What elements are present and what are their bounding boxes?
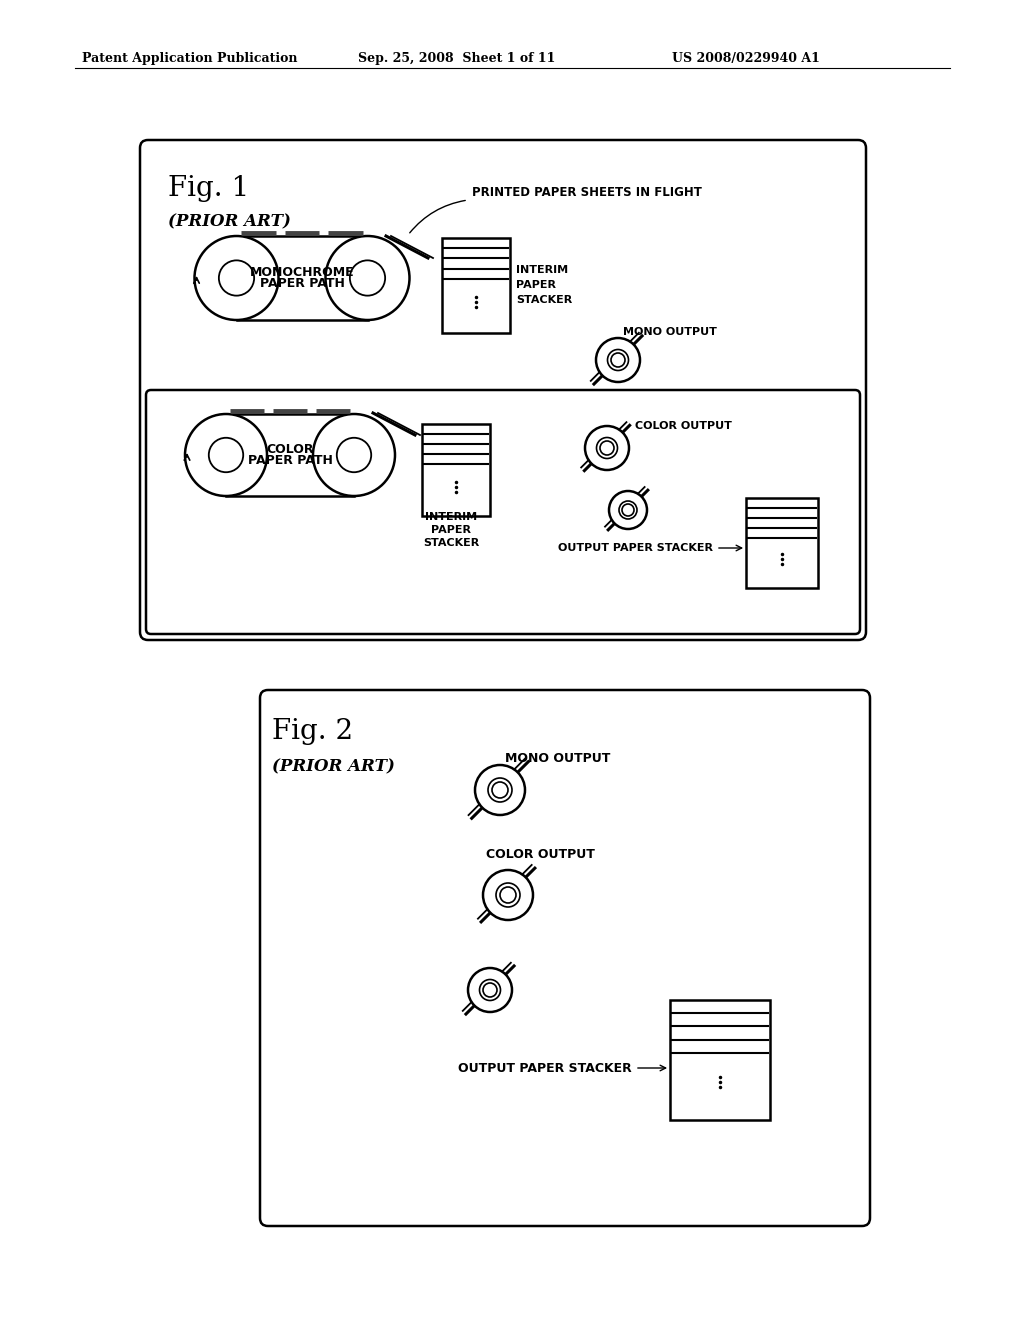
Circle shape <box>585 426 629 470</box>
Circle shape <box>209 438 244 473</box>
Circle shape <box>597 437 617 458</box>
Text: PAPER: PAPER <box>431 525 471 535</box>
Circle shape <box>492 781 508 799</box>
FancyBboxPatch shape <box>146 389 860 634</box>
Text: Fig. 1: Fig. 1 <box>168 176 249 202</box>
Circle shape <box>609 491 647 529</box>
Text: STACKER: STACKER <box>516 294 572 305</box>
Text: US 2008/0229940 A1: US 2008/0229940 A1 <box>672 51 820 65</box>
Circle shape <box>475 766 525 814</box>
Circle shape <box>195 236 279 319</box>
Bar <box>442 238 510 333</box>
Circle shape <box>611 352 625 367</box>
Text: COLOR: COLOR <box>266 444 313 457</box>
Circle shape <box>600 441 614 455</box>
Text: (PRIOR ART): (PRIOR ART) <box>272 758 395 775</box>
Bar <box>670 1001 770 1119</box>
Text: OUTPUT PAPER STACKER: OUTPUT PAPER STACKER <box>558 543 713 553</box>
Circle shape <box>483 983 497 997</box>
Circle shape <box>350 260 385 296</box>
Text: INTERIM: INTERIM <box>516 265 568 275</box>
Circle shape <box>488 777 512 803</box>
Circle shape <box>596 338 640 381</box>
Text: MONOCHROME: MONOCHROME <box>250 267 354 279</box>
Circle shape <box>337 438 372 473</box>
Circle shape <box>618 502 637 519</box>
Text: MONO OUTPUT: MONO OUTPUT <box>505 751 610 764</box>
Text: PAPER PATH: PAPER PATH <box>259 277 344 290</box>
Text: Patent Application Publication: Patent Application Publication <box>82 51 298 65</box>
Circle shape <box>219 260 254 296</box>
FancyBboxPatch shape <box>260 690 870 1226</box>
Text: MONO OUTPUT: MONO OUTPUT <box>623 327 717 337</box>
Circle shape <box>326 236 410 319</box>
Text: PRINTED PAPER SHEETS IN FLIGHT: PRINTED PAPER SHEETS IN FLIGHT <box>472 186 701 198</box>
Text: Sep. 25, 2008  Sheet 1 of 11: Sep. 25, 2008 Sheet 1 of 11 <box>358 51 555 65</box>
Circle shape <box>496 883 520 907</box>
Text: PAPER: PAPER <box>516 280 556 290</box>
Text: COLOR OUTPUT: COLOR OUTPUT <box>635 421 732 432</box>
Text: OUTPUT PAPER STACKER: OUTPUT PAPER STACKER <box>459 1061 632 1074</box>
Circle shape <box>500 887 516 903</box>
Circle shape <box>468 968 512 1012</box>
Text: PAPER PATH: PAPER PATH <box>248 454 333 467</box>
Text: STACKER: STACKER <box>423 539 479 548</box>
Text: (PRIOR ART): (PRIOR ART) <box>168 213 291 230</box>
Text: INTERIM: INTERIM <box>425 512 477 521</box>
Circle shape <box>479 979 501 1001</box>
Circle shape <box>622 504 634 516</box>
Text: Fig. 2: Fig. 2 <box>272 718 353 744</box>
Text: COLOR OUTPUT: COLOR OUTPUT <box>486 849 595 862</box>
Circle shape <box>483 870 534 920</box>
FancyBboxPatch shape <box>140 140 866 640</box>
Circle shape <box>185 414 267 496</box>
Bar <box>422 424 490 516</box>
Circle shape <box>313 414 395 496</box>
Circle shape <box>607 350 629 371</box>
Bar <box>746 498 818 587</box>
